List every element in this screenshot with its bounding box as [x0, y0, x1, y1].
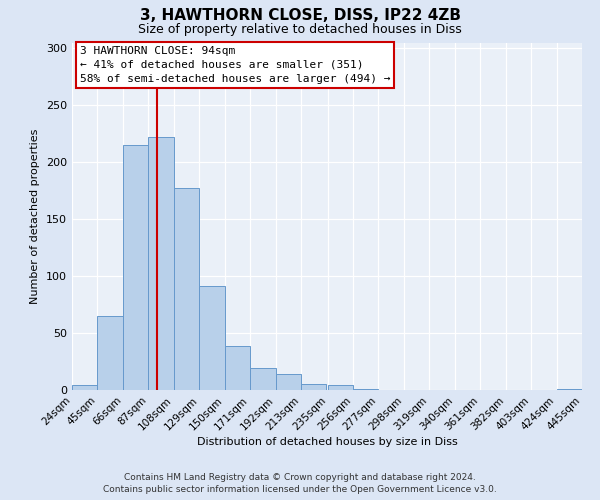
Bar [275, 374, 301, 390]
Text: 3, HAWTHORN CLOSE, DISS, IP22 4ZB: 3, HAWTHORN CLOSE, DISS, IP22 4ZB [139, 8, 461, 22]
Bar [328, 386, 353, 390]
Bar [199, 286, 224, 390]
Text: Size of property relative to detached houses in Diss: Size of property relative to detached ho… [138, 22, 462, 36]
Bar [224, 346, 250, 390]
Bar [72, 386, 97, 390]
Bar [250, 368, 275, 390]
X-axis label: Distribution of detached houses by size in Diss: Distribution of detached houses by size … [197, 438, 457, 448]
Text: Contains HM Land Registry data © Crown copyright and database right 2024.
Contai: Contains HM Land Registry data © Crown c… [103, 473, 497, 494]
Bar [148, 137, 174, 390]
Bar [353, 389, 379, 390]
Bar [557, 389, 582, 390]
Bar [301, 384, 326, 390]
Text: 3 HAWTHORN CLOSE: 94sqm
← 41% of detached houses are smaller (351)
58% of semi-d: 3 HAWTHORN CLOSE: 94sqm ← 41% of detache… [80, 46, 390, 84]
Bar [123, 145, 148, 390]
Y-axis label: Number of detached properties: Number of detached properties [31, 128, 40, 304]
Bar [97, 316, 123, 390]
Bar [174, 188, 199, 390]
